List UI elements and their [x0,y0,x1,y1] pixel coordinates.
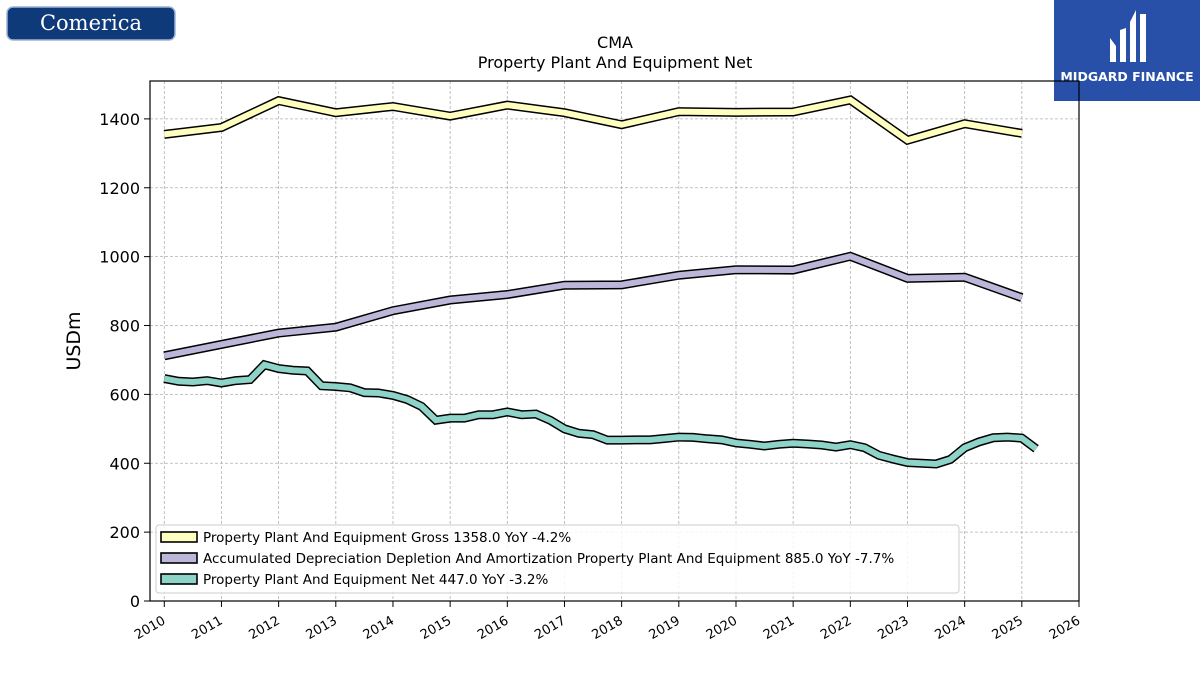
x-tick-label: 2015 [418,613,454,643]
x-tick-label: 2025 [990,613,1026,643]
x-tick-label: 2010 [132,613,168,643]
y-tick-label: 200 [109,523,140,542]
y-tick-label: 600 [109,385,140,404]
x-tick-label: 2017 [532,613,568,643]
x-tick-label: 2016 [475,613,511,643]
x-tick-label: 2023 [875,613,911,643]
legend-swatch-3 [160,573,198,585]
series-1-line [163,96,1023,144]
midgard-logo-text: MIDGARD FINANCE [1060,69,1193,84]
legend: Property Plant And Equipment Gross 1358.… [155,524,960,594]
legend-box [155,524,960,594]
y-tick-label: 0 [130,592,140,611]
y-axis-label: USDm [63,311,85,370]
plot-frame [149,80,1080,602]
comerica-logo-background [6,6,176,41]
legend-swatch-1 [160,531,198,543]
chart-subtitle: Property Plant And Equipment Net [478,53,753,72]
legend-label-2: Accumulated Depreciation Depletion And A… [203,551,894,567]
x-tick-label: 2019 [647,613,683,643]
series-3-line [163,361,1038,467]
chart-title: CMA [597,33,633,52]
x-tick-label: 2014 [361,613,397,643]
x-tick-label: 2013 [304,613,340,643]
series-2-line [163,253,1023,359]
x-tick-label: 2022 [818,613,854,643]
midgard-logo-background [1054,0,1200,101]
x-tick-label: 2020 [704,613,740,643]
y-tick-label: 800 [109,317,140,336]
midgard-emblem-icon [1110,10,1146,62]
grid [150,81,1080,602]
x-tick-label: 2026 [1047,613,1083,643]
x-tick-label: 2011 [189,613,225,643]
x-tick-label: 2021 [761,613,797,643]
series-lines [163,95,1039,469]
x-tick-label: 2018 [589,613,625,643]
y-tick-label: 1400 [99,110,140,129]
legend-label-3: Property Plant And Equipment Net 447.0 Y… [203,572,548,588]
legend-label-1: Property Plant And Equipment Gross 1358.… [203,530,571,546]
y-tick-label: 400 [109,454,140,473]
legend-swatch-2 [160,552,198,564]
y-tick-label: 1000 [99,248,140,267]
x-tick-label: 2024 [933,613,969,643]
midgard-finance-logo: MIDGARD FINANCE [1054,0,1200,101]
comerica-logo-text: Comerica [40,11,142,35]
x-tick-label: 2012 [246,613,282,643]
y-tick-label: 1200 [99,179,140,198]
series-3-outline [163,359,1039,469]
comerica-logo: Comerica [6,6,176,41]
